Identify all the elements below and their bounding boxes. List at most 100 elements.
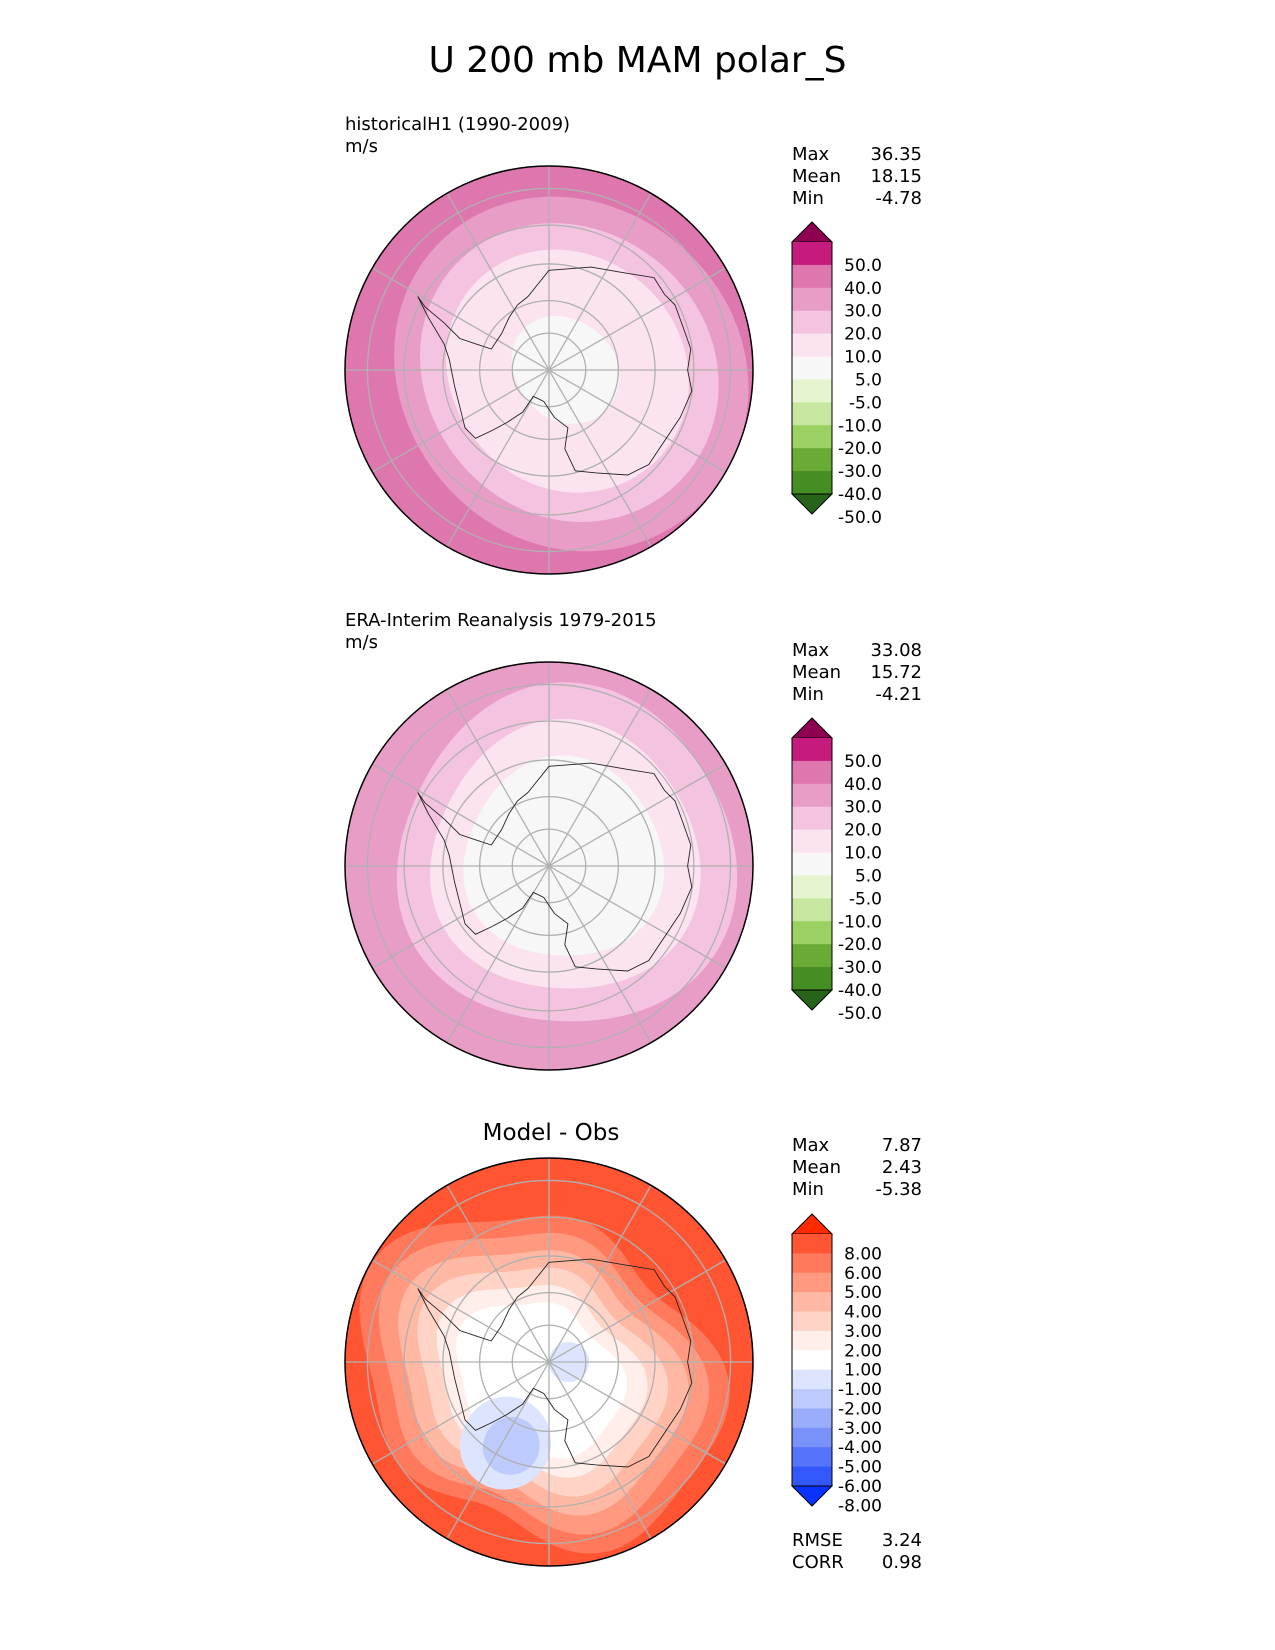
panel-1-polar-map	[344, 165, 754, 575]
stat-label: Mean	[792, 166, 842, 187]
colorbar-tick-label: 10.0	[844, 844, 882, 864]
stat-max: Max 33.08	[792, 640, 922, 662]
antarctica-coastline	[417, 762, 693, 972]
colorbar-tick-label: -20.0	[838, 935, 882, 955]
colorbar-segment	[792, 875, 832, 899]
colorbar-segment	[792, 1272, 832, 1293]
colorbar-tick-label: 40.0	[844, 775, 882, 795]
colorbar-segment	[792, 287, 832, 312]
colorbar-tick-label: -10.0	[838, 912, 882, 932]
colorbar-extend-max	[790, 221, 834, 243]
stat-label: Min	[792, 1179, 824, 1200]
colorbar-tick-label: -10.0	[838, 416, 882, 436]
colorbar-segment	[792, 1292, 832, 1313]
colorbar-tick-label: 6.00	[844, 1264, 882, 1284]
colorbar-segment	[792, 1253, 832, 1274]
colorbar-segment	[792, 738, 832, 762]
colorbar-tick-label: -40.0	[838, 485, 882, 505]
colorbar-segment	[792, 471, 832, 495]
stat-label: Min	[792, 684, 824, 705]
colorbar-tick-label: 5.00	[844, 1283, 882, 1303]
stat-value: 7.87	[881, 1135, 922, 1156]
colorbar-tick-label: -50.0	[838, 1004, 882, 1024]
colorbar-segment	[792, 356, 832, 380]
colorbar-tick-label: -5.00	[838, 1458, 882, 1478]
colorbar-extend-min	[790, 1485, 834, 1507]
colorbar-segment	[792, 806, 832, 831]
colorbar-segment	[792, 425, 832, 449]
colorbar-tick-label: -1.00	[838, 1380, 882, 1400]
panel-1-units: m/s	[345, 136, 378, 157]
colorbar-tick-label: -5.0	[849, 393, 882, 413]
colorbar-tick-label: 4.00	[844, 1303, 882, 1323]
colorbar-tick-label: 20.0	[844, 821, 882, 841]
colorbar-segment	[792, 1369, 832, 1390]
map-border	[344, 165, 754, 575]
colorbar-tick-label: 50.0	[844, 752, 882, 772]
colorbar-tick-label: 2.00	[844, 1341, 882, 1361]
colorbar-tick-label: -3.00	[838, 1419, 882, 1439]
colorbar-segment	[792, 898, 832, 922]
stat-corr: CORR 0.98	[792, 1552, 922, 1574]
stat-value: -5.38	[875, 1179, 922, 1200]
colorbar-tick-label: -6.00	[838, 1477, 882, 1497]
colorbar-segment	[792, 760, 832, 785]
stat-value: -4.21	[875, 684, 922, 705]
stat-value: -4.78	[875, 188, 922, 209]
colorbar-segment	[792, 310, 832, 335]
panel-2-title: ERA-Interim Reanalysis 1979-2015	[345, 610, 657, 631]
colorbar-tick-label: -8.00	[838, 1496, 882, 1516]
stat-label: Mean	[792, 662, 842, 683]
stat-label: Max	[792, 1135, 830, 1156]
panel-1-stats: Max 36.35 Mean 18.15 Min -4.78	[792, 144, 922, 210]
stat-min: Min -4.78	[792, 188, 922, 210]
colorbar-tick-label: -30.0	[838, 958, 882, 978]
panel-1-colorbar: 50.0 40.0 30.0 20.0 10.05.0 -5.0 -10.0 -20.0 -30…	[790, 221, 882, 528]
colorbar-segment	[792, 967, 832, 991]
colorbar-tick-label: -40.0	[838, 981, 882, 1001]
stat-min: Min -4.21	[792, 684, 922, 706]
stat-rmse: RMSE 3.24	[792, 1530, 922, 1552]
stat-mean: Mean 2.43	[792, 1157, 922, 1179]
colorbar-tick-label: 30.0	[844, 798, 882, 818]
colorbar-extend-max	[790, 717, 834, 739]
panel-3-stats: Max 7.87 Mean 2.43 Min -5.38	[792, 1135, 922, 1201]
colorbar-segment	[792, 1427, 832, 1448]
longitude-line	[372, 1259, 726, 1465]
colorbar-segment	[792, 1311, 832, 1332]
colorbar-tick-label: -50.0	[838, 508, 882, 528]
figure-title: U 200 mb MAM polar_S	[428, 40, 847, 81]
colorbar-tick-label: -20.0	[838, 439, 882, 459]
colorbar-segment	[792, 1389, 832, 1409]
stat-value: 36.35	[870, 144, 922, 165]
colorbar-segment	[792, 1408, 832, 1429]
stat-label: CORR	[792, 1552, 844, 1573]
colorbar-tick-label: 10.0	[844, 348, 882, 368]
colorbar-segment	[792, 1330, 832, 1351]
stat-label: RMSE	[792, 1530, 843, 1551]
stat-mean: Mean 15.72	[792, 662, 922, 684]
stat-value: 33.08	[870, 640, 922, 661]
colorbar-segment	[792, 944, 832, 968]
stat-max: Max 36.35	[792, 144, 922, 166]
panel-2-polar-map	[344, 661, 754, 1071]
panel-3-error-stats: RMSE 3.24 CORR 0.98	[792, 1530, 922, 1574]
antarctica-coastline	[417, 266, 693, 476]
colorbar-tick-label: -2.00	[838, 1399, 882, 1419]
colorbar-tick-label: -4.00	[838, 1438, 882, 1458]
panel-3-colorbar: 8.006.005.004.003.002.001.00-1.00-2.00-3…	[790, 1213, 882, 1516]
map-border	[344, 1157, 754, 1567]
colorbar-frame	[791, 1234, 833, 1486]
map-border	[344, 661, 754, 1071]
panel-3-polar-map	[344, 1157, 754, 1567]
colorbar-frame	[791, 242, 833, 494]
colorbar-segment	[792, 379, 832, 403]
colorbar-segment	[792, 783, 832, 808]
colorbar-tick-label: 5.0	[855, 866, 882, 886]
colorbar-tick-label: 20.0	[844, 325, 882, 345]
colorbar-tick-label: -5.0	[849, 889, 882, 909]
colorbar-segment	[792, 264, 832, 289]
colorbar-segment	[792, 829, 832, 854]
stat-value: 18.15	[870, 166, 922, 187]
colorbar-segment	[792, 1234, 832, 1254]
